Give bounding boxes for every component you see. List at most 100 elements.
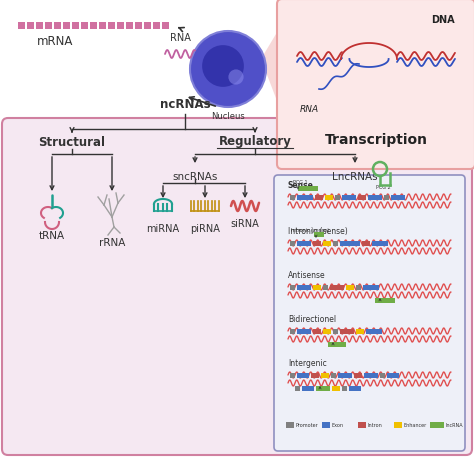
FancyBboxPatch shape	[277, 0, 474, 170]
Bar	[297, 329, 311, 334]
Bar	[331, 373, 336, 378]
Circle shape	[190, 32, 266, 108]
Bar	[297, 373, 309, 378]
Bar	[295, 386, 300, 391]
Text: Intronic (sense): Intronic (sense)	[291, 228, 329, 233]
Text: lncRNA: lncRNA	[446, 423, 464, 428]
Bar	[364, 373, 378, 378]
Bar	[333, 241, 338, 246]
Bar	[313, 329, 321, 334]
Bar	[349, 386, 361, 391]
Bar	[316, 386, 330, 391]
Bar	[302, 386, 314, 391]
Text: Regulatory: Regulatory	[219, 135, 292, 148]
Bar	[372, 241, 388, 246]
Bar	[338, 373, 352, 378]
Text: RNA: RNA	[170, 33, 191, 43]
Bar	[380, 373, 385, 378]
Bar	[45, 23, 52, 30]
Bar	[72, 23, 79, 30]
Text: tRNA: tRNA	[39, 230, 65, 241]
Bar	[298, 187, 318, 191]
Bar	[162, 23, 169, 30]
Bar	[311, 373, 319, 378]
Bar	[335, 196, 340, 201]
Bar	[356, 329, 364, 334]
Bar	[322, 422, 330, 428]
Bar	[362, 241, 370, 246]
Bar	[290, 329, 295, 334]
Circle shape	[202, 46, 244, 88]
Bar	[342, 196, 356, 201]
Bar	[358, 422, 366, 428]
Bar	[27, 23, 34, 30]
Circle shape	[228, 70, 244, 85]
Text: siRNA: siRNA	[231, 218, 259, 229]
Bar	[90, 23, 97, 30]
Bar	[18, 23, 25, 30]
Bar	[290, 196, 295, 201]
Text: Transcription: Transcription	[325, 133, 428, 147]
Bar	[36, 23, 43, 30]
Text: sncRNAs: sncRNAs	[173, 172, 218, 182]
Text: PCG 2: PCG 2	[376, 185, 391, 190]
Text: Enhancer: Enhancer	[404, 423, 427, 428]
Text: RNA: RNA	[300, 105, 319, 114]
Bar	[340, 241, 360, 246]
Text: Nucleus: Nucleus	[211, 112, 245, 121]
Text: PCG 1: PCG 1	[293, 179, 308, 185]
Text: Exon: Exon	[332, 423, 344, 428]
Text: Promoter: Promoter	[296, 423, 319, 428]
Bar	[290, 241, 295, 246]
FancyBboxPatch shape	[274, 176, 465, 451]
Bar	[368, 196, 382, 201]
Text: LncRNAs: LncRNAs	[332, 172, 378, 182]
Bar	[144, 23, 151, 30]
Bar	[356, 285, 361, 291]
Bar	[332, 386, 340, 391]
Bar	[328, 342, 346, 347]
Text: Sense: Sense	[288, 180, 314, 190]
Bar	[321, 373, 329, 378]
Text: DNA: DNA	[431, 15, 455, 25]
Bar	[290, 285, 295, 291]
Bar	[387, 373, 399, 378]
Bar	[354, 373, 362, 378]
Bar	[313, 241, 321, 246]
Bar	[430, 422, 444, 428]
Bar	[340, 329, 354, 334]
Bar	[297, 285, 311, 291]
Bar	[81, 23, 88, 30]
Bar	[342, 386, 347, 391]
Text: Intron: Intron	[368, 423, 383, 428]
Bar	[313, 285, 321, 291]
Bar	[290, 373, 295, 378]
Bar	[63, 23, 70, 30]
Text: rRNA: rRNA	[99, 237, 125, 247]
Bar	[315, 196, 323, 201]
Bar	[333, 329, 338, 334]
Text: Bidirectionel: Bidirectionel	[288, 314, 336, 323]
FancyBboxPatch shape	[2, 119, 472, 455]
Bar	[108, 23, 115, 30]
Polygon shape	[261, 25, 282, 115]
Text: piRNA: piRNA	[190, 224, 220, 234]
Bar	[358, 196, 366, 201]
Bar	[330, 285, 344, 291]
Bar	[363, 285, 379, 291]
Bar	[325, 196, 333, 201]
Bar	[117, 23, 124, 30]
Bar	[323, 285, 328, 291]
Bar	[297, 196, 313, 201]
Text: mRNA: mRNA	[37, 35, 73, 48]
Bar	[135, 23, 142, 30]
Bar	[323, 241, 331, 246]
Bar	[153, 23, 160, 30]
Bar	[314, 233, 324, 237]
Bar	[391, 196, 405, 201]
Bar	[126, 23, 133, 30]
Bar	[384, 196, 389, 201]
Text: Structural: Structural	[38, 135, 106, 148]
Bar	[375, 298, 395, 303]
Bar	[394, 422, 402, 428]
